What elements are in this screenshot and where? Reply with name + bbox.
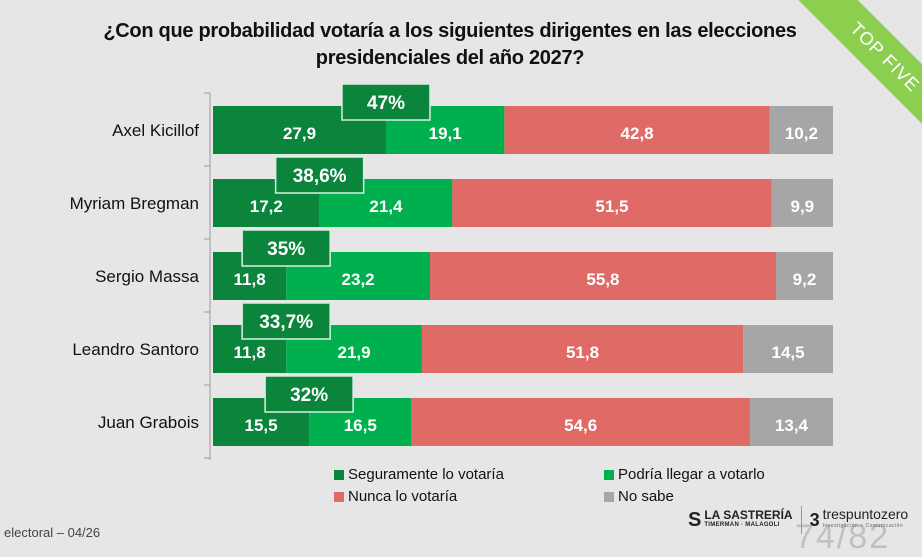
- total-callout-box: [274, 156, 365, 194]
- chart-title-line-2: presidenciales del año 2027?: [315, 47, 585, 69]
- legend-label-nunca: Nunca lo votaría: [348, 488, 458, 505]
- legend-item-podria: Podría llegar a votarlo: [604, 466, 765, 483]
- total-callout-label: 47%: [367, 93, 405, 114]
- chart-title-line-1: ¿Con que probabilidad votaría a los sigu…: [103, 20, 797, 42]
- bar-segment-no_sabe: [769, 106, 833, 154]
- data-label-nunca: 55,8: [586, 270, 619, 289]
- legend-item-seguramente: Seguramente lo votaría: [334, 466, 504, 483]
- bar-segment-no_sabe: [775, 252, 833, 300]
- data-label-seguramente: 15,5: [245, 416, 278, 435]
- category-label: Leandro Santoro: [72, 340, 199, 359]
- trespuntozero-3-icon: 3: [809, 509, 820, 530]
- trespuntozero-subtitle: Investigación + Comunicación: [822, 523, 904, 529]
- chart-title: ¿Con que probabilidad votaría a los sigu…: [100, 18, 800, 72]
- bar-segment-nunca: [452, 179, 772, 227]
- data-label-no_sabe: 13,4: [775, 416, 809, 435]
- data-label-seguramente: 11,8: [234, 270, 266, 289]
- logo-divider: [800, 506, 802, 534]
- legend-label-podria: Podría llegar a votarlo: [618, 466, 765, 483]
- category-label: Juan Grabois: [98, 413, 199, 432]
- data-label-seguramente: 17,2: [250, 197, 283, 216]
- footer-source-label: electoral – 04/26: [4, 525, 101, 540]
- stacked-bar-chart: Axel Kicillof 27,9 19,1 42,8 10,2 47% Myriam B…: [70, 83, 833, 460]
- data-label-podria: 19,1: [429, 124, 462, 143]
- sastreria-s-icon: S: [688, 508, 702, 531]
- total-callout-box: [241, 302, 331, 340]
- total-callout-label: 33,7%: [259, 312, 313, 333]
- bar-segment-no_sabe: [743, 325, 833, 373]
- category-label: Myriam Bregman: [70, 194, 199, 213]
- data-label-no_sabe: 9,2: [793, 270, 817, 289]
- total-callout-label: 35%: [267, 239, 305, 260]
- legend-item-no-sabe: No sabe: [604, 488, 674, 505]
- bar-segment-no_sabe: [749, 398, 833, 446]
- data-label-no_sabe: 10,2: [785, 124, 818, 143]
- data-label-seguramente: 27,9: [283, 124, 316, 143]
- data-label-podria: 16,5: [344, 416, 377, 435]
- legend-swatch-no-sabe: [604, 491, 614, 502]
- data-label-nunca: 51,8: [566, 343, 599, 362]
- total-callout-box: [241, 229, 331, 267]
- bar-segment-nunca: [504, 106, 770, 154]
- legend-label-seguramente: Seguramente lo votaría: [348, 466, 504, 483]
- data-label-nunca: 54,6: [564, 416, 597, 435]
- data-label-nunca: 42,8: [621, 124, 654, 143]
- bar-segment-nunca: [421, 325, 744, 373]
- legend-swatch-nunca: [334, 491, 344, 502]
- total-callout-label: 32%: [290, 385, 328, 406]
- la-sastreria-logo: S LA SASTRERÍA TIMERMAN · MALAGOLI: [688, 509, 793, 532]
- data-label-podria: 23,2: [342, 270, 375, 289]
- category-label: Sergio Massa: [95, 267, 199, 286]
- bar-segment-no_sabe: [771, 179, 833, 227]
- sastreria-subtitle: TIMERMAN · MALAGOLI: [704, 522, 780, 528]
- bar-segment-nunca: [411, 398, 750, 446]
- legend-swatch-seguramente: [334, 469, 344, 480]
- category-label: Axel Kicillof: [112, 121, 199, 140]
- data-label-podria: 21,4: [369, 197, 403, 216]
- data-label-no_sabe: 9,9: [790, 197, 814, 216]
- bar-segment-nunca: [430, 252, 776, 300]
- trespuntozero-name: trespuntozero: [822, 506, 909, 522]
- total-callout-box: [264, 375, 354, 413]
- legend-swatch-podria: [604, 469, 614, 480]
- footer-logos: S LA SASTRERÍA TIMERMAN · MALAGOLI 3 tre…: [688, 505, 908, 535]
- data-label-podria: 21,9: [338, 343, 371, 362]
- trespuntozero-logo: 3 trespuntozero Investigación + Comunica…: [809, 506, 909, 532]
- legend-item-nunca: Nunca lo votaría: [334, 488, 457, 505]
- total-callout-box: [341, 83, 431, 121]
- data-label-nunca: 51,5: [595, 197, 628, 216]
- data-label-no_sabe: 14,5: [772, 343, 805, 362]
- sastreria-name: LA SASTRERÍA: [704, 508, 793, 522]
- total-callout-label: 38,6%: [293, 166, 347, 187]
- data-label-seguramente: 11,8: [234, 343, 266, 362]
- legend-label-no-sabe: No sabe: [618, 488, 674, 505]
